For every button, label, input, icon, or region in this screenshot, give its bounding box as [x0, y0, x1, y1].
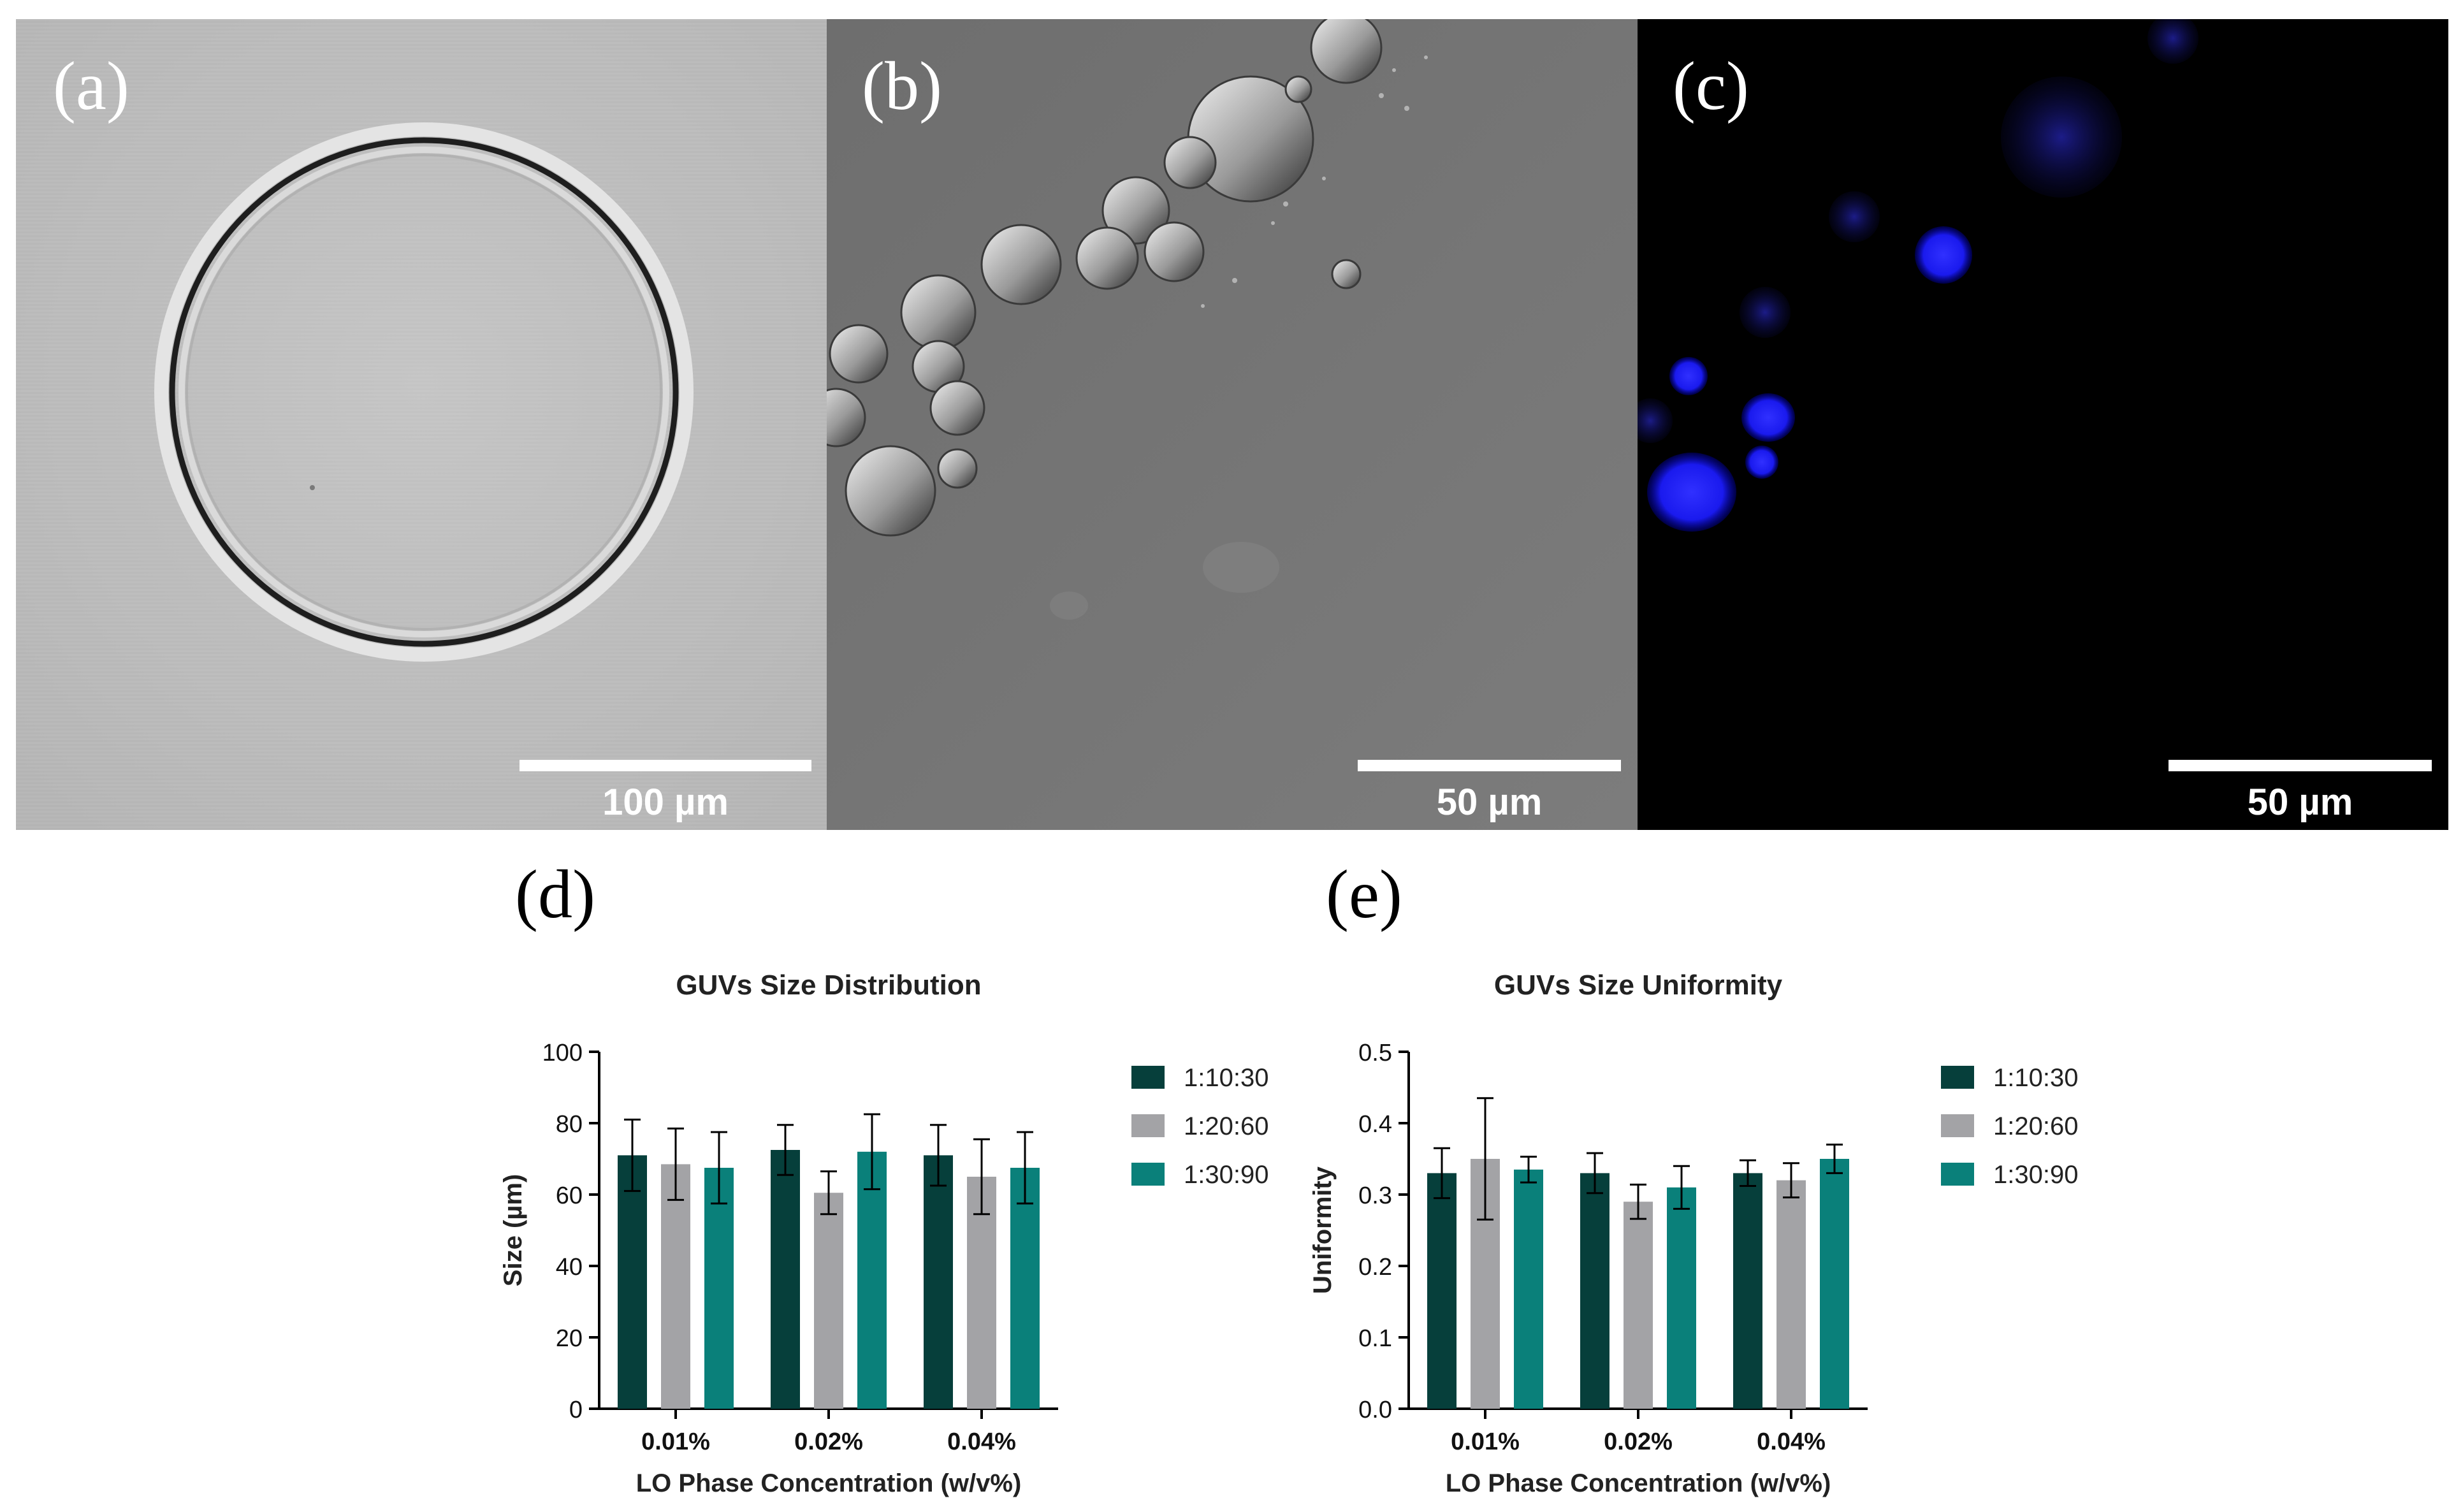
size-chart-legend-label: 1:20:60	[1184, 1112, 1268, 1140]
uniformity-chart-y-tick-label: 0.1	[1358, 1325, 1392, 1352]
size-chart-y-tick-label: 80	[556, 1111, 583, 1138]
uniformity-chart-y-tick-label: 0.3	[1358, 1182, 1392, 1209]
size-chart-y-tick-label: 20	[556, 1325, 583, 1352]
uniformity-chart-x-tick-label: 0.01%	[1451, 1428, 1520, 1455]
uniformity-chart-bar	[1580, 1173, 1609, 1409]
size-chart-legend-label: 1:10:30	[1184, 1064, 1268, 1092]
scale-label-b: 50 µm	[1436, 781, 1543, 823]
size-uniformity-chart: GUVs Size Uniformity 0.0 0.1 0.2 0.3 0.4 0.5 Un…	[1309, 970, 2078, 1497]
scale-bar-c	[2169, 760, 2432, 771]
size-chart-x-label: LO Phase Concentration (w/v%)	[636, 1469, 1022, 1497]
uniformity-chart-bar	[1667, 1187, 1696, 1409]
scale-bar-a	[519, 760, 811, 771]
size-chart-legend-swatch	[1131, 1163, 1165, 1186]
size-chart-y-tick-label: 0	[569, 1397, 583, 1423]
scale-bar-b	[1358, 760, 1621, 771]
size-chart-x-tick-label: 0.02%	[794, 1428, 863, 1455]
uniformity-chart-legend-swatch	[1941, 1163, 1974, 1186]
size-chart-bar	[618, 1155, 647, 1409]
size-chart-bar	[967, 1177, 996, 1409]
uniformity-chart-y-tick-label: 0.5	[1358, 1040, 1392, 1066]
size-chart-bar	[704, 1168, 734, 1409]
uniformity-chart-bar	[1820, 1159, 1849, 1409]
panel-label-c: (c)	[1673, 48, 1749, 124]
size-chart-bar	[771, 1150, 800, 1409]
uniformity-chart-bar	[1427, 1173, 1457, 1409]
size-distribution-chart: GUVs Size Distribution 0 20 40 60 80 100 Size (…	[499, 970, 1268, 1497]
uniformity-chart-y-tick-label: 0.4	[1358, 1111, 1392, 1138]
panel-label-e: (e)	[1326, 857, 1402, 933]
panel-label-b: (b)	[862, 48, 942, 124]
scale-label-a: 100 µm	[602, 781, 729, 823]
uniformity-chart-title: GUVs Size Uniformity	[1494, 970, 1783, 1001]
uniformity-chart-x-tick-label: 0.02%	[1604, 1428, 1673, 1455]
fluorescence-image	[1638, 19, 2448, 830]
size-chart-y-tick-label: 60	[556, 1182, 583, 1209]
size-chart-y-label: Size (µm)	[499, 1174, 527, 1286]
uniformity-chart-x-label: LO Phase Concentration (w/v%)	[1446, 1469, 1831, 1497]
size-chart-x-tick-label: 0.04%	[947, 1428, 1016, 1455]
size-chart-title: GUVs Size Distribution	[676, 970, 981, 1001]
scale-label-c: 50 µm	[2247, 781, 2353, 823]
size-chart-bar	[661, 1164, 690, 1409]
droplets-dic-image	[827, 19, 1638, 830]
uniformity-chart-legend-label: 1:10:30	[1993, 1064, 2078, 1092]
uniformity-chart-y-tick-label: 0.0	[1358, 1397, 1392, 1423]
size-chart-bar	[857, 1151, 887, 1409]
uniformity-chart-bar	[1733, 1173, 1762, 1409]
uniformity-chart-legend-label: 1:30:90	[1993, 1161, 2078, 1189]
size-chart-bar	[924, 1155, 953, 1409]
uniformity-chart-y-label: Uniformity	[1309, 1166, 1337, 1294]
micrograph-panel-b: (b) 50 µm	[827, 19, 1638, 830]
size-chart-legend-swatch	[1131, 1114, 1165, 1137]
size-chart-bar	[1010, 1168, 1040, 1409]
size-chart-y-tick-label: 100	[542, 1040, 583, 1066]
panel-label-d: (d)	[515, 857, 595, 933]
uniformity-chart-legend-swatch	[1941, 1114, 1974, 1137]
uniformity-chart-bar	[1514, 1169, 1543, 1409]
uniformity-chart-y-tick-label: 0.2	[1358, 1254, 1392, 1281]
size-chart-y-tick-label: 40	[556, 1254, 583, 1281]
uniformity-chart-x-tick-label: 0.04%	[1757, 1428, 1826, 1455]
uniformity-chart-legend-label: 1:20:60	[1993, 1112, 2078, 1140]
size-chart-legend-label: 1:30:90	[1184, 1161, 1268, 1189]
uniformity-chart-bar	[1624, 1202, 1653, 1409]
uniformity-chart-bar	[1776, 1180, 1806, 1409]
micrograph-panel-c: (c) 50 µm	[1638, 19, 2448, 830]
vesicle-brightfield-image	[16, 19, 827, 830]
uniformity-chart-legend-swatch	[1941, 1066, 1974, 1089]
micrograph-panel-a: (a) 100 µm	[16, 19, 827, 830]
size-chart-x-tick-label: 0.01%	[641, 1428, 710, 1455]
size-chart-legend-swatch	[1131, 1066, 1165, 1089]
size-chart-bar	[814, 1193, 843, 1409]
panel-label-a: (a)	[53, 48, 129, 124]
